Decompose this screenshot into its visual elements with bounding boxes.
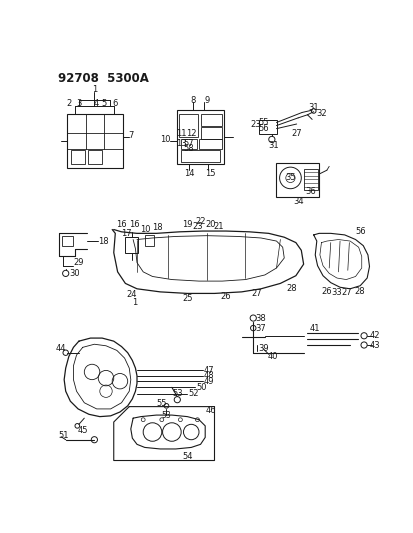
Bar bbox=[200, 127, 222, 139]
Text: 46: 46 bbox=[205, 406, 216, 415]
Text: 47: 47 bbox=[203, 366, 214, 375]
Text: 14: 14 bbox=[183, 169, 194, 178]
Text: 56: 56 bbox=[258, 124, 269, 133]
Text: 53: 53 bbox=[161, 410, 171, 419]
Text: 34: 34 bbox=[292, 197, 303, 206]
Text: 3: 3 bbox=[76, 100, 81, 109]
Text: 5: 5 bbox=[102, 100, 107, 109]
Text: 41: 41 bbox=[309, 324, 320, 333]
Text: 24: 24 bbox=[126, 290, 136, 300]
Text: 26: 26 bbox=[321, 287, 331, 296]
Bar bbox=[181, 140, 196, 149]
Text: 55: 55 bbox=[156, 399, 167, 408]
Text: 16: 16 bbox=[129, 220, 140, 229]
Text: 35: 35 bbox=[285, 173, 295, 182]
Text: 32: 32 bbox=[316, 109, 326, 118]
Text: 31: 31 bbox=[268, 141, 278, 150]
Text: 22: 22 bbox=[195, 217, 205, 227]
Text: 16: 16 bbox=[116, 220, 126, 229]
Text: 50: 50 bbox=[196, 383, 206, 392]
Text: 23: 23 bbox=[249, 119, 260, 128]
Text: 44: 44 bbox=[56, 344, 66, 353]
Bar bbox=[178, 114, 198, 137]
Text: 2: 2 bbox=[66, 100, 71, 109]
Text: 39: 39 bbox=[257, 344, 268, 353]
Text: 45: 45 bbox=[77, 426, 88, 435]
Text: 42: 42 bbox=[369, 332, 379, 340]
Text: 23: 23 bbox=[192, 222, 202, 231]
Text: 7: 7 bbox=[128, 131, 133, 140]
Text: 48: 48 bbox=[203, 372, 214, 381]
Text: 4: 4 bbox=[94, 100, 99, 109]
Text: 58: 58 bbox=[183, 144, 194, 153]
Text: 25: 25 bbox=[182, 294, 192, 303]
Bar bbox=[125, 237, 138, 253]
Bar bbox=[259, 120, 276, 134]
Text: 28: 28 bbox=[286, 284, 297, 293]
Bar bbox=[62, 236, 73, 246]
Text: 37: 37 bbox=[255, 324, 266, 333]
Text: 11: 11 bbox=[176, 129, 186, 138]
Text: 54: 54 bbox=[182, 452, 192, 461]
Bar bbox=[88, 150, 102, 164]
Text: 27: 27 bbox=[291, 129, 301, 138]
Text: 55: 55 bbox=[258, 118, 269, 127]
Text: 10: 10 bbox=[140, 225, 150, 234]
Text: 27: 27 bbox=[251, 289, 262, 298]
Text: 30: 30 bbox=[69, 269, 80, 278]
Text: 13: 13 bbox=[176, 139, 186, 148]
Text: 6: 6 bbox=[112, 100, 118, 109]
Text: 21: 21 bbox=[213, 222, 223, 231]
Text: 53: 53 bbox=[171, 389, 182, 398]
Bar bbox=[145, 235, 154, 246]
Text: 29: 29 bbox=[74, 258, 84, 267]
Text: 43: 43 bbox=[369, 341, 379, 350]
Text: 31: 31 bbox=[308, 102, 318, 111]
Text: 1: 1 bbox=[92, 85, 97, 94]
Text: 52: 52 bbox=[188, 389, 198, 398]
Text: 12: 12 bbox=[185, 129, 196, 138]
Text: 26: 26 bbox=[220, 292, 231, 301]
Text: 18: 18 bbox=[152, 223, 162, 232]
Text: 36: 36 bbox=[304, 187, 315, 196]
Bar bbox=[276, 163, 318, 197]
Text: 27: 27 bbox=[340, 288, 351, 297]
Text: 33: 33 bbox=[331, 288, 342, 297]
Text: 8: 8 bbox=[190, 95, 195, 104]
Text: 28: 28 bbox=[354, 287, 365, 296]
Bar bbox=[181, 150, 219, 161]
Text: 17: 17 bbox=[121, 229, 131, 238]
Text: 18: 18 bbox=[98, 237, 109, 246]
Text: 57: 57 bbox=[183, 139, 194, 148]
Text: 49: 49 bbox=[203, 377, 214, 386]
Text: 15: 15 bbox=[204, 169, 215, 178]
Text: 9: 9 bbox=[204, 95, 209, 104]
Text: 92708  5300A: 92708 5300A bbox=[58, 71, 148, 85]
Text: 51: 51 bbox=[58, 431, 69, 440]
Text: 38: 38 bbox=[255, 313, 266, 322]
Text: 19: 19 bbox=[182, 220, 192, 229]
Bar bbox=[67, 114, 123, 168]
Bar bbox=[200, 114, 222, 126]
Text: 56: 56 bbox=[354, 227, 365, 236]
Text: 20: 20 bbox=[205, 220, 215, 229]
Bar bbox=[303, 168, 317, 190]
Text: 40: 40 bbox=[267, 352, 277, 361]
Bar bbox=[199, 140, 222, 149]
Bar bbox=[71, 150, 85, 164]
Text: 1: 1 bbox=[132, 298, 137, 307]
Bar bbox=[177, 110, 223, 164]
Text: 10: 10 bbox=[160, 135, 171, 144]
